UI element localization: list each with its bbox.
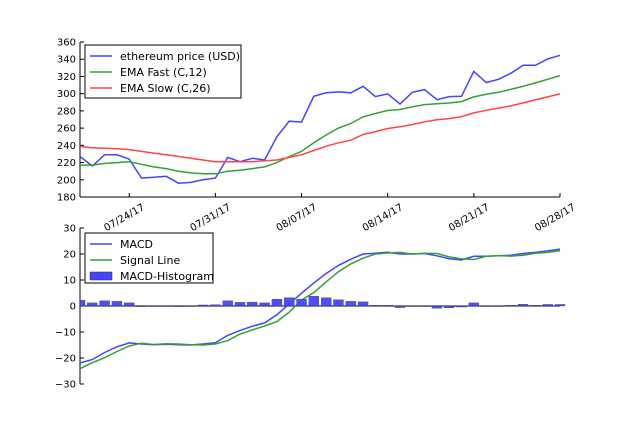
histogram-bar: [456, 305, 467, 308]
histogram-bar: [444, 305, 455, 308]
histogram-bar: [333, 299, 344, 307]
panel-price: 180 200 220 240 260 280 300 320 340 360 07/24/17 07…: [57, 38, 578, 235]
legend: ethereum price (USD) EMA Fast (C,12) EMA S…: [84, 44, 242, 99]
histogram-bar: [308, 295, 319, 307]
x-tick-label: 07/31/17: [188, 202, 232, 234]
y-tick-label: 30: [63, 224, 76, 235]
legend-label: ethereum price (USD): [120, 50, 240, 63]
histogram-bar: [148, 305, 159, 307]
histogram-bar: [271, 299, 283, 307]
histogram-bar: [79, 300, 86, 307]
legend-swatch: [89, 271, 113, 281]
histogram-bar: [124, 302, 135, 307]
series-line-ema-slow-c-26-: [79, 93, 561, 163]
y-tick-label: 180: [57, 193, 76, 204]
series-line-ethereum-price-usd-: [79, 54, 561, 184]
histogram-bar: [161, 305, 172, 307]
legend-label: Signal Line: [120, 254, 180, 267]
histogram-bar: [505, 305, 516, 307]
histogram-bar: [222, 300, 233, 307]
histogram-bar: [419, 305, 430, 307]
histogram-bar: [382, 305, 393, 307]
y-tick-label: 20: [63, 250, 76, 261]
series-line-ema-fast-c-12-: [80, 74, 561, 175]
legend-label: EMA Fast (C,12): [120, 66, 207, 79]
legend: MACD Signal Line MACD-Histogram: [84, 232, 214, 284]
histogram-bar: [481, 305, 492, 307]
y-tick-label: 240: [57, 141, 76, 152]
y-tick-label: 0: [70, 302, 76, 313]
histogram-bar: [111, 301, 123, 307]
y-tick-label: −20: [55, 354, 76, 365]
histogram-bar: [173, 305, 184, 307]
histogram-bar: [542, 304, 553, 307]
y-tick-label: 220: [57, 158, 76, 169]
y-tick-label: −10: [55, 328, 76, 339]
histogram-bar: [321, 297, 332, 307]
x-tick-label: 07/24/17: [102, 202, 146, 234]
histogram-bar: [530, 305, 541, 307]
histogram-bar: [517, 304, 529, 307]
histogram-bar: [554, 304, 566, 307]
y-tick-label: 10: [63, 276, 76, 287]
histogram-bar: [247, 301, 258, 307]
histogram-bar: [357, 301, 369, 307]
series-line-signal-line: [79, 249, 561, 370]
legend-label: EMA Slow (C,26): [120, 82, 210, 95]
x-tick-label: 08/21/17: [447, 202, 491, 234]
histogram-bar: [284, 297, 295, 307]
panel-macd: −30 −20 −10 0 10 20 30 MACD Signal Line MACD-Hist…: [55, 224, 566, 391]
histogram-bar: [185, 305, 196, 307]
x-tick-label: 08/14/17: [361, 202, 405, 234]
histogram-bar: [296, 299, 307, 307]
x-tick-label: 08/28/17: [533, 202, 577, 234]
histogram-bar: [431, 305, 443, 309]
histogram-bar: [370, 305, 381, 307]
histogram-bar: [394, 305, 406, 308]
y-tick-label: 260: [57, 124, 76, 135]
legend-label: MACD-Histogram: [120, 270, 214, 283]
y-tick-label: −30: [55, 380, 76, 391]
histogram-bar: [407, 305, 418, 307]
histogram-bar: [493, 305, 504, 307]
histogram-bar: [136, 305, 147, 307]
histogram-bar: [99, 300, 110, 307]
histogram-bar: [234, 302, 246, 307]
y-tick-label: 300: [57, 89, 76, 100]
histogram-bar: [468, 302, 479, 307]
histogram-bar: [210, 304, 221, 307]
histogram-bar: [345, 301, 356, 307]
y-tick-label: 360: [57, 38, 76, 49]
histogram-bar: [197, 304, 209, 307]
histogram-bar: [259, 302, 270, 307]
y-tick-label: 280: [57, 106, 76, 117]
y-tick-label: 200: [57, 175, 76, 186]
y-tick-label: 320: [57, 72, 76, 83]
histogram-bar: [87, 302, 98, 307]
y-tick-label: 340: [57, 55, 76, 66]
legend-label: MACD: [120, 238, 153, 251]
x-tick-label: 08/07/17: [275, 202, 319, 234]
